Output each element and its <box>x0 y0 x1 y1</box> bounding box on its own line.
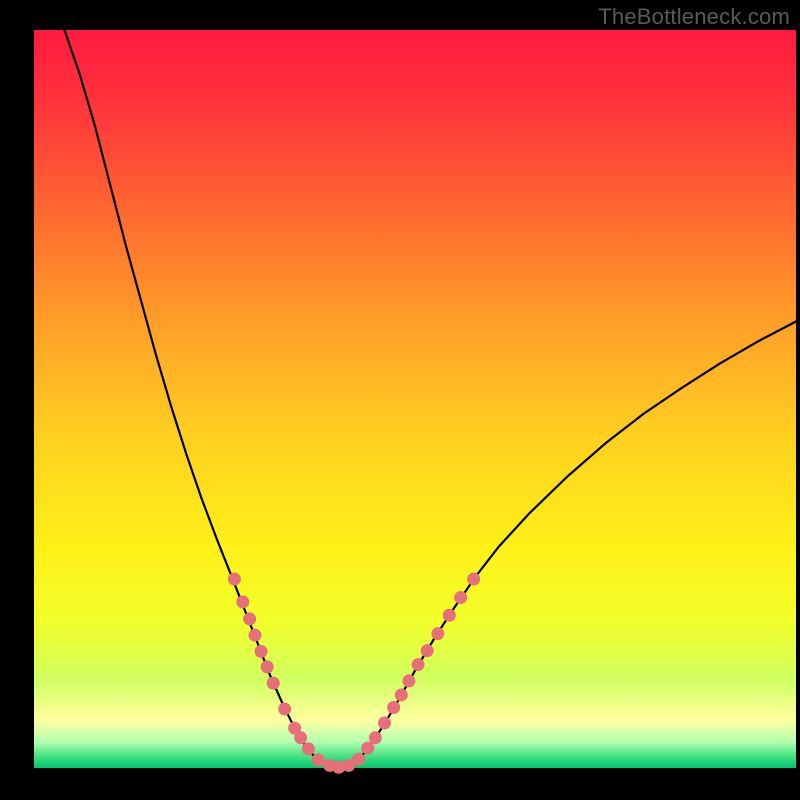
chart-svg <box>0 0 800 800</box>
chart-frame: TheBottleneck.com <box>0 0 800 800</box>
watermark-text: TheBottleneck.com <box>598 4 790 30</box>
